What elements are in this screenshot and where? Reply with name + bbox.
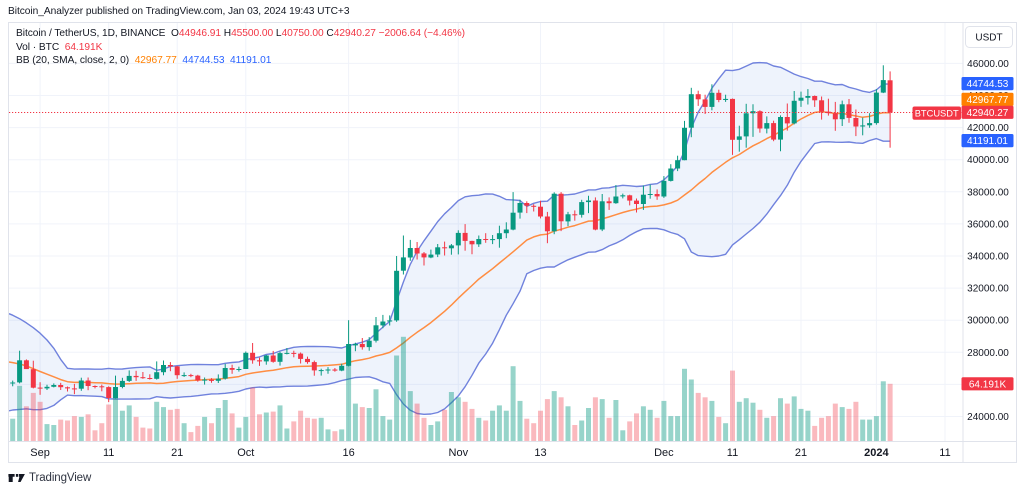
svg-text:40000.00: 40000.00 [967, 155, 1009, 166]
svg-text:Nov: Nov [449, 447, 469, 459]
svg-text:42000.00: 42000.00 [967, 123, 1009, 134]
svg-text:13: 13 [534, 447, 546, 459]
svg-text:44744.53: 44744.53 [967, 79, 1009, 90]
svg-text:Oct: Oct [237, 447, 254, 459]
svg-text:42940.27: 42940.27 [967, 108, 1009, 119]
svg-text:USDT: USDT [975, 32, 1002, 43]
svg-text:Sep: Sep [30, 447, 50, 459]
svg-text:34000.00: 34000.00 [967, 252, 1009, 263]
svg-text:38000.00: 38000.00 [967, 187, 1009, 198]
svg-text:32000.00: 32000.00 [967, 284, 1009, 295]
svg-text:21: 21 [171, 447, 183, 459]
svg-text:64.191K: 64.191K [969, 379, 1007, 390]
svg-text:11: 11 [727, 447, 738, 459]
svg-text:42967.77: 42967.77 [967, 95, 1009, 106]
svg-text:Dec: Dec [654, 447, 674, 459]
svg-text:30000.00: 30000.00 [967, 316, 1009, 327]
svg-text:16: 16 [342, 447, 354, 459]
svg-text:2024: 2024 [864, 447, 889, 459]
svg-text:28000.00: 28000.00 [967, 348, 1009, 359]
svg-text:BTCUSDT: BTCUSDT [915, 109, 959, 119]
svg-text:46000.00: 46000.00 [967, 59, 1009, 70]
svg-text:41191.01: 41191.01 [967, 136, 1008, 147]
svg-text:36000.00: 36000.00 [967, 219, 1009, 230]
svg-text:21: 21 [795, 447, 807, 459]
svg-text:11: 11 [103, 447, 114, 459]
svg-text:24000.00: 24000.00 [967, 412, 1009, 423]
svg-text:11: 11 [939, 447, 950, 459]
